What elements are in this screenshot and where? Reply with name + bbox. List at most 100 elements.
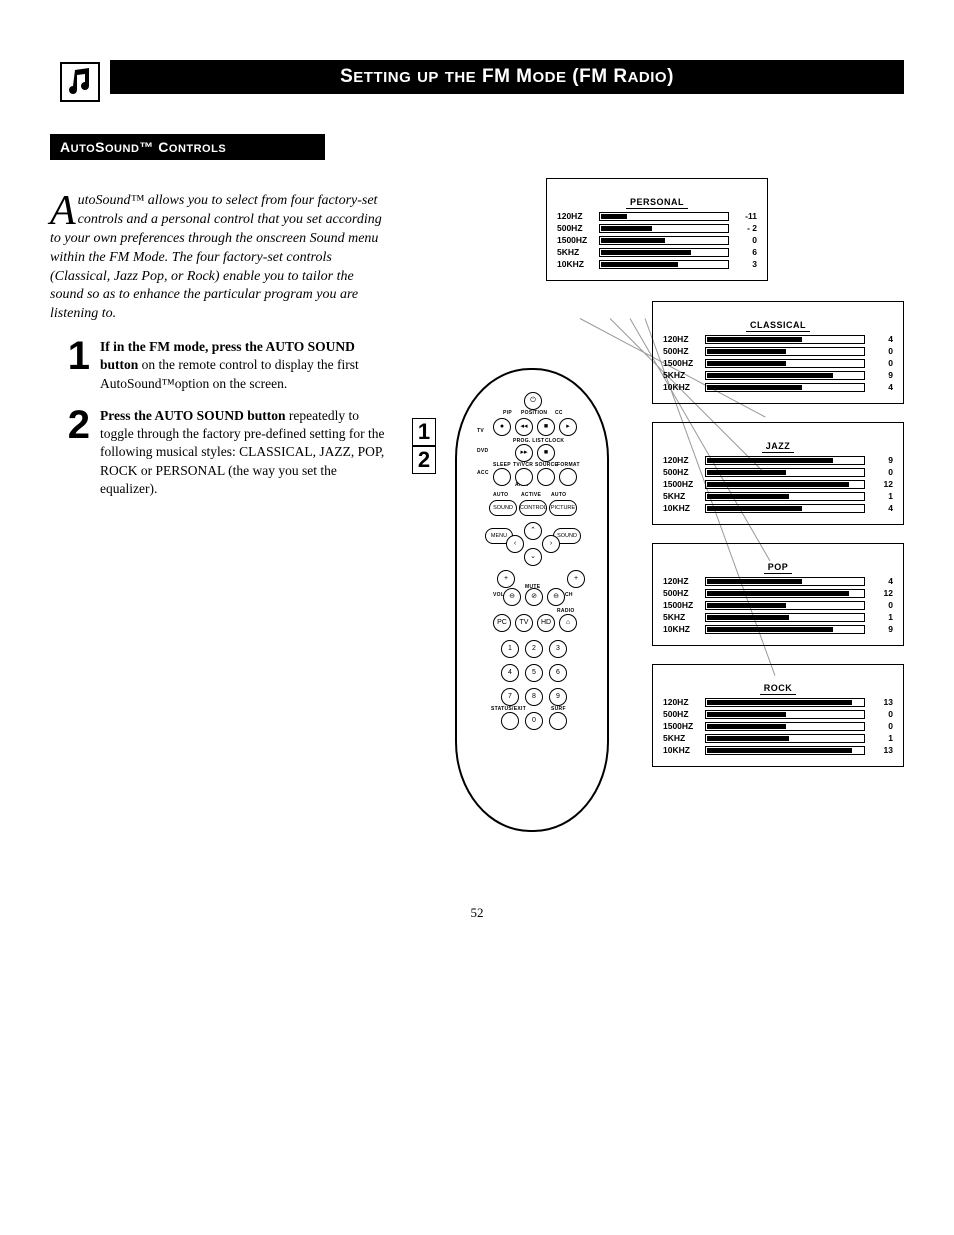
remote-label: AUTO [493, 492, 508, 498]
remote-element: 1 [501, 640, 519, 658]
eq-preset-pop: POP 120HZ 4 500HZ 12 1500HZ 0 5KHZ 1 10K… [652, 543, 904, 646]
eq-freq-label: 120HZ [663, 334, 705, 344]
music-note-icon [60, 62, 100, 102]
eq-row: 500HZ 0 [663, 466, 893, 478]
eq-freq-label: 120HZ [663, 576, 705, 586]
eq-row: 1500HZ 0 [663, 720, 893, 732]
eq-freq-label: 5KHZ [557, 247, 599, 257]
remote-element: ● [493, 418, 511, 436]
eq-preset-title: PERSONAL [557, 197, 757, 207]
eq-freq-label: 5KHZ [663, 370, 705, 380]
eq-preset-title: JAZZ [663, 441, 893, 451]
eq-value: 0 [871, 600, 893, 610]
instruction-step: 2 Press the AUTO SOUND button repeatedly… [50, 407, 390, 498]
eq-freq-label: 500HZ [663, 588, 705, 598]
eq-preset-title: ROCK [663, 683, 893, 693]
eq-preset-personal: PERSONAL 120HZ -11 500HZ - 2 1500HZ 0 5K… [546, 178, 768, 281]
remote-element: 0 [525, 712, 543, 730]
eq-row: 1500HZ 0 [663, 357, 893, 369]
eq-value: 3 [735, 259, 757, 269]
intro-paragraph: AutoSound™ allows you to select from fou… [50, 192, 390, 324]
eq-row: 5KHZ 1 [663, 611, 893, 623]
eq-bar [705, 734, 865, 743]
eq-bar [705, 613, 865, 622]
eq-freq-label: 500HZ [557, 223, 599, 233]
eq-row: 1500HZ 12 [663, 478, 893, 490]
step-number: 1 [50, 338, 100, 393]
eq-freq-label: 1500HZ [663, 358, 705, 368]
eq-preset-classical: CLASSICAL 120HZ 4 500HZ 0 1500HZ 0 5KHZ … [652, 301, 904, 404]
remote-element: 2 [525, 640, 543, 658]
eq-value: 9 [871, 455, 893, 465]
remote-element: TV [515, 614, 533, 632]
eq-bar [705, 710, 865, 719]
eq-value: 12 [871, 479, 893, 489]
eq-bar [705, 359, 865, 368]
dpad-up-icon: ⌃ [524, 522, 542, 540]
remote-element: ◂◂ [515, 418, 533, 436]
section-title-bar: AUTOSOUND™ CONTROLS [50, 134, 325, 160]
dpad-left-icon: ‹ [506, 535, 524, 553]
remote-label: ACC [477, 470, 489, 476]
eq-row: 10KHZ 9 [663, 623, 893, 635]
eq-bar [705, 371, 865, 380]
instruction-step: 1 If in the FM mode, press the AUTO SOUN… [50, 338, 390, 393]
eq-row: 500HZ 0 [663, 708, 893, 720]
eq-row: 5KHZ 9 [663, 369, 893, 381]
right-column: PERSONAL 120HZ -11 500HZ - 2 1500HZ 0 5K… [410, 178, 904, 785]
eq-bar [705, 383, 865, 392]
eq-row: 5KHZ 1 [663, 490, 893, 502]
eq-freq-label: 1500HZ [663, 721, 705, 731]
eq-value: 1 [871, 612, 893, 622]
eq-freq-label: 10KHZ [663, 503, 705, 513]
remote-callout: 1 [412, 418, 436, 446]
remote-diagram: 12 ⏻ PIPPOSITIONCC●◂◂■▸TVPROG. LISTCLOCK… [420, 368, 640, 832]
eq-freq-label: 5KHZ [663, 491, 705, 501]
eq-bar [599, 224, 729, 233]
eq-bar [705, 492, 865, 501]
eq-value: 1 [871, 733, 893, 743]
remote-element [501, 712, 519, 730]
remote-label: TV [477, 428, 484, 434]
eq-value: 13 [871, 745, 893, 755]
dpad-down-icon: ⌄ [524, 548, 542, 566]
eq-freq-label: 10KHZ [663, 382, 705, 392]
remote-element: ⊖ [503, 588, 521, 606]
eq-freq-label: 5KHZ [663, 733, 705, 743]
eq-row: 10KHZ 4 [663, 381, 893, 393]
eq-freq-label: 120HZ [557, 211, 599, 221]
remote-element: ■ [537, 444, 555, 462]
eq-value: 0 [871, 721, 893, 731]
remote-element: ⊘ [525, 588, 543, 606]
remote-element: HD [537, 614, 555, 632]
eq-value: 6 [735, 247, 757, 257]
page-number: 52 [50, 905, 904, 921]
eq-value: 0 [735, 235, 757, 245]
eq-row: 120HZ 13 [663, 696, 893, 708]
eq-value: - 2 [735, 223, 757, 233]
plus-button-icon: + [497, 570, 515, 588]
step-text: If in the FM mode, press the AUTO SOUND … [100, 338, 390, 393]
eq-bar [705, 456, 865, 465]
remote-element: CH [565, 592, 573, 598]
remote-body: ⏻ PIPPOSITIONCC●◂◂■▸TVPROG. LISTCLOCKDVD… [455, 368, 609, 832]
eq-freq-label: 120HZ [663, 697, 705, 707]
eq-freq-label: 5KHZ [663, 612, 705, 622]
eq-bar [705, 504, 865, 513]
eq-freq-label: 500HZ [663, 346, 705, 356]
eq-row: 120HZ -11 [557, 210, 757, 222]
eq-value: 9 [871, 624, 893, 634]
remote-label: DVD [477, 448, 488, 454]
eq-value: 0 [871, 467, 893, 477]
eq-value: 12 [871, 588, 893, 598]
eq-value: 4 [871, 334, 893, 344]
remote-label: PROG. LIST [513, 438, 544, 444]
remote-callout: 2 [412, 446, 436, 474]
eq-freq-label: 10KHZ [663, 624, 705, 634]
remote-element: SOUND [489, 500, 517, 516]
remote-element [537, 468, 555, 486]
eq-freq-label: 1500HZ [663, 600, 705, 610]
remote-label: SURF [551, 706, 566, 712]
eq-preset-title: CLASSICAL [663, 320, 893, 330]
eq-bar [599, 248, 729, 257]
